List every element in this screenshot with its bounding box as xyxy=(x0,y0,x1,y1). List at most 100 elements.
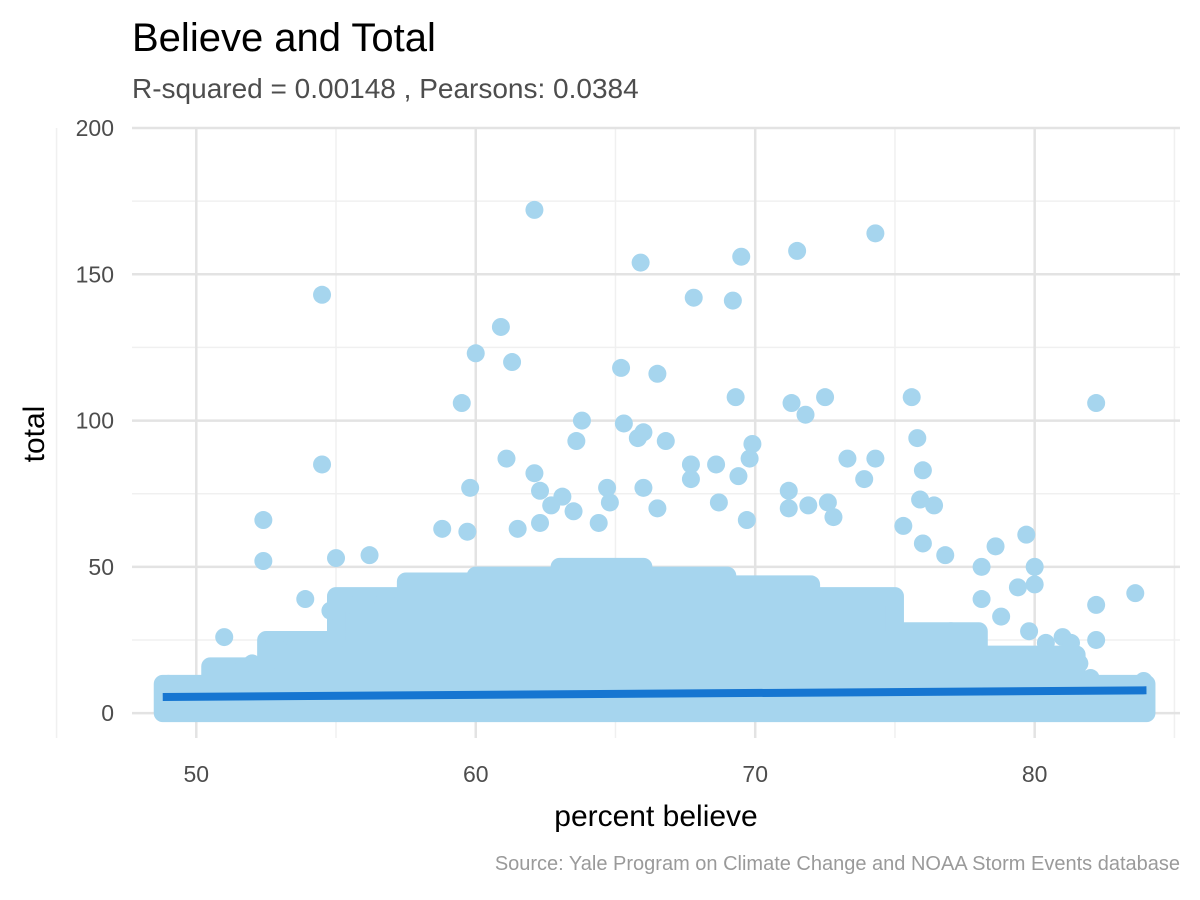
y-tick-label: 200 xyxy=(76,115,114,141)
y-tick-label: 50 xyxy=(88,554,114,580)
scatter-point xyxy=(1020,622,1039,641)
scatter-point xyxy=(743,434,762,453)
scatter-point xyxy=(394,587,413,606)
y-tick-label: 150 xyxy=(76,261,114,287)
scatter-point xyxy=(265,630,284,649)
scatter-point xyxy=(788,241,807,260)
scatter-point xyxy=(681,455,700,474)
scatter-point xyxy=(1036,633,1055,652)
scatter-point xyxy=(908,429,927,448)
scatter-point xyxy=(684,288,703,307)
scatter-point xyxy=(229,663,248,682)
chart-subtitle: R-squared = 0.00148 , Pearsons: 0.0384 xyxy=(132,73,639,104)
scatter-point xyxy=(972,557,991,576)
scatter-point xyxy=(911,490,930,509)
scatter-point xyxy=(816,388,835,407)
scatter-point xyxy=(1134,671,1153,690)
scatter-point xyxy=(243,654,262,673)
scatter-point xyxy=(936,546,955,565)
scatter-point xyxy=(525,464,544,483)
scatter-point xyxy=(503,353,522,372)
scatter-point xyxy=(796,405,815,424)
scatter-point xyxy=(838,449,857,468)
scatter-point xyxy=(1025,575,1044,594)
scatter-point xyxy=(628,429,647,448)
scatter-point xyxy=(497,449,516,468)
scatter-point xyxy=(1087,630,1106,649)
scatter-point xyxy=(866,449,885,468)
scatter-point xyxy=(572,411,591,430)
scatter-point xyxy=(726,388,745,407)
x-tick-label: 50 xyxy=(183,761,209,787)
scatter-point xyxy=(1126,584,1145,603)
scatter-point xyxy=(986,537,1005,556)
scatter-point xyxy=(782,394,801,413)
scatter-point xyxy=(709,493,728,512)
scatter-point xyxy=(491,317,510,336)
scatter-point xyxy=(612,358,631,377)
scatter-point xyxy=(1025,557,1044,576)
scatter-point xyxy=(799,496,818,515)
scatter-point xyxy=(327,549,346,568)
x-axis-ticks: 50 60 70 80 xyxy=(183,761,1047,787)
scatter-point xyxy=(282,642,301,661)
scatter-point xyxy=(723,291,742,310)
scatter-point xyxy=(296,590,315,609)
scatter-point xyxy=(564,502,583,521)
scatter-point xyxy=(1087,595,1106,614)
scatter-point xyxy=(598,478,617,497)
scatter-point xyxy=(159,674,178,693)
scatter-points xyxy=(159,200,1153,702)
scatter-point xyxy=(1081,669,1100,688)
scatter-point xyxy=(254,511,273,530)
scatter-point xyxy=(600,493,619,512)
scatter-point xyxy=(631,253,650,272)
scatter-point xyxy=(648,499,667,518)
scatter-point xyxy=(313,455,332,474)
x-tick-label: 80 xyxy=(1022,761,1048,787)
scatter-point xyxy=(466,344,485,363)
x-tick-label: 60 xyxy=(463,761,489,787)
scatter-point xyxy=(589,513,608,532)
scatter-point xyxy=(913,461,932,480)
scatter-point xyxy=(656,432,675,451)
scatter-point xyxy=(707,455,726,474)
scatter-point xyxy=(732,247,751,266)
scatter-point xyxy=(433,519,452,538)
scatter-point xyxy=(1070,654,1089,673)
scatter-point xyxy=(410,590,429,609)
scatter-point xyxy=(374,592,393,611)
scatter-point xyxy=(531,513,550,532)
scatter-point xyxy=(461,478,480,497)
scatter-point xyxy=(737,511,756,530)
scatter-point xyxy=(614,414,633,433)
scatter-point xyxy=(824,508,843,527)
scatter-point xyxy=(360,546,379,565)
scatter-point xyxy=(1062,633,1081,652)
scatter-point xyxy=(648,364,667,383)
trend-line-group xyxy=(162,686,1147,702)
scatter-point xyxy=(313,285,332,304)
y-axis-ticks: 0 50 100 150 200 xyxy=(76,115,114,726)
dense-point-cloud xyxy=(153,557,1156,723)
scatter-point xyxy=(531,481,550,500)
scatter-point xyxy=(925,496,944,515)
scatter-point xyxy=(902,388,921,407)
scatter-point xyxy=(452,394,471,413)
scatter-point xyxy=(458,522,477,541)
scatter-point xyxy=(866,224,885,243)
scatter-point xyxy=(779,499,798,518)
scatter-point xyxy=(913,534,932,553)
scatter-point xyxy=(941,622,960,641)
scatter-point xyxy=(818,493,837,512)
y-tick-label: 100 xyxy=(76,408,114,434)
scatter-point xyxy=(740,449,759,468)
scatter-point xyxy=(215,628,234,647)
scatter-point xyxy=(181,677,200,696)
scatter-point xyxy=(567,432,586,451)
dense-point-mass xyxy=(153,557,1156,723)
scatter-point xyxy=(508,519,527,538)
scatter-point xyxy=(855,470,874,489)
scatter-point xyxy=(340,595,359,614)
